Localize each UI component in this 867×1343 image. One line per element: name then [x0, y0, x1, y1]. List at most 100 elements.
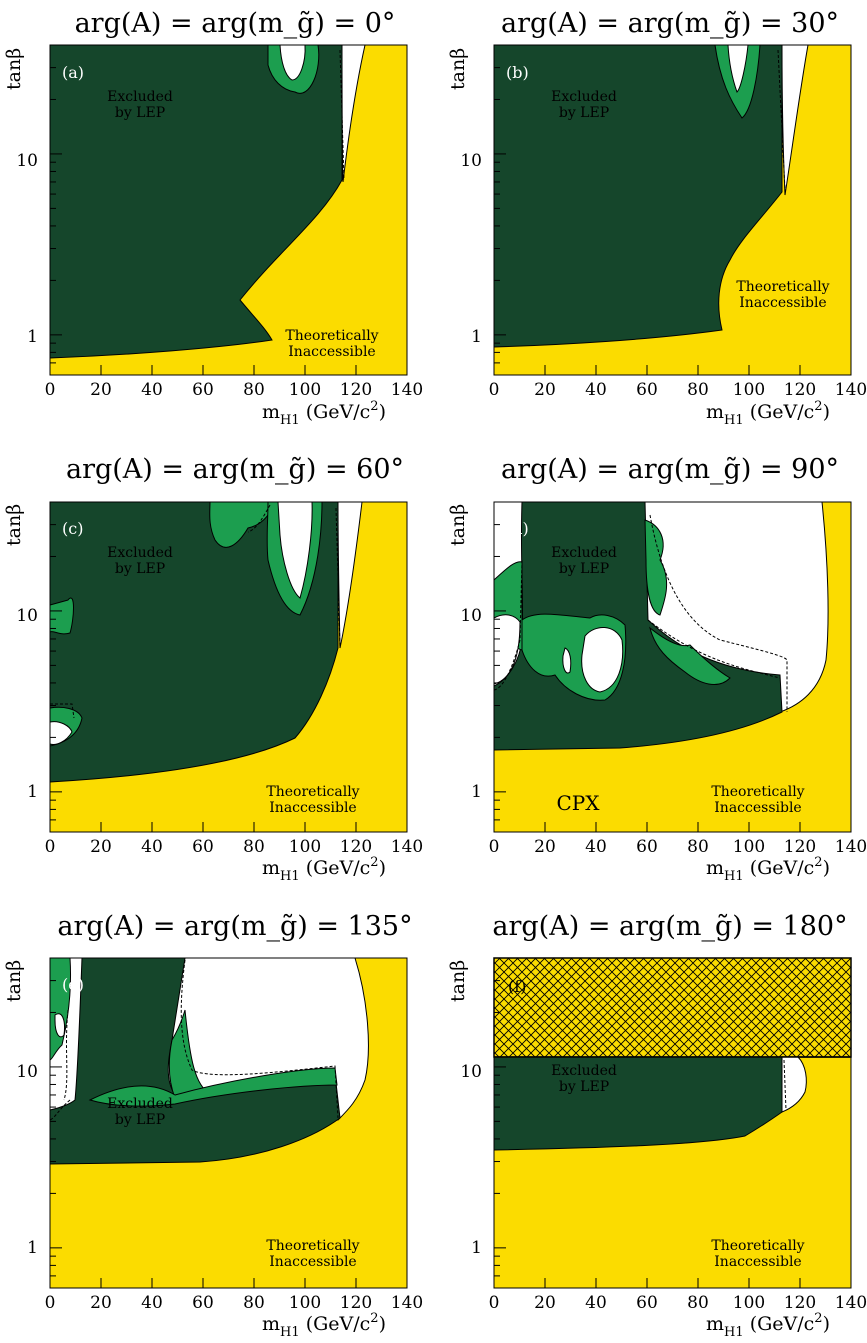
inaccessible-label-line1: Theoretically — [266, 784, 359, 800]
y-tick-label: 1 — [471, 327, 482, 347]
excluded-region — [493, 1056, 783, 1151]
y-tick-label: 10 — [460, 1062, 482, 1082]
x-tick-label: 120 — [340, 837, 372, 857]
excluded-label-line2: by LEP — [115, 105, 165, 121]
x-tick-label: 60 — [192, 380, 214, 400]
x-tick-label: 40 — [585, 1293, 607, 1313]
x-tick-label: 100 — [289, 837, 321, 857]
x-axis-label: mH1 (GeV/c2) — [706, 399, 830, 428]
x-tick-label: 0 — [489, 837, 500, 857]
x-tick-label: 0 — [489, 1293, 500, 1313]
y-tick-label: 10 — [460, 606, 482, 626]
excluded-label-line1: Excluded — [551, 89, 617, 105]
excluded-label-line1: Excluded — [551, 545, 617, 561]
panel-label: (b) — [506, 63, 529, 82]
panel-label: (c) — [62, 519, 83, 538]
x-tick-label: 140 — [835, 380, 867, 400]
x-axis-ticks: 0 20 40 60 80 100 120 140 — [489, 501, 867, 857]
x-tick-label: 140 — [835, 1293, 867, 1313]
inaccessible-label-line2: Inaccessible — [714, 1254, 801, 1270]
excluded-label-line2: by LEP — [115, 561, 165, 577]
x-tick-label: 60 — [636, 1293, 658, 1313]
excluded-label-line1: Excluded — [107, 1096, 173, 1112]
panel-b: arg(A) = arg(m_g̃) = 30° (b) Excluded by… — [447, 8, 867, 428]
inaccessible-label-line1: Theoretically — [736, 279, 829, 295]
x-tick-label: 80 — [243, 837, 265, 857]
x-axis-label: mH1 (GeV/c2) — [262, 855, 386, 884]
excluded-label-line1: Excluded — [107, 545, 173, 561]
excluded-label-line2: by LEP — [559, 105, 609, 121]
panel-c: arg(A) = arg(m_g̃) = 60° (c) Excluded by… — [3, 454, 423, 884]
y-axis-label: tanβ — [447, 504, 469, 546]
x-tick-label: 140 — [391, 837, 423, 857]
y-tick-label: 1 — [27, 782, 38, 802]
inaccessible-label-line1: Theoretically — [711, 1238, 804, 1254]
y-tick-label: 1 — [27, 1238, 38, 1258]
y-tick-label: 1 — [27, 327, 38, 347]
x-tick-label: 100 — [733, 380, 765, 400]
x-tick-label: 0 — [45, 380, 56, 400]
x-tick-label: 80 — [687, 380, 709, 400]
x-axis-ticks: 0 20 40 60 80 100 120 140 — [489, 44, 867, 400]
x-tick-label: 120 — [340, 380, 372, 400]
x-tick-label: 20 — [534, 1293, 556, 1313]
x-tick-label: 100 — [289, 380, 321, 400]
panel-title: arg(A) = arg(m_g̃) = 90° — [501, 454, 839, 485]
panel-label: (d) — [506, 519, 529, 538]
x-tick-label: 100 — [289, 1293, 321, 1313]
panel-title: arg(A) = arg(m_g̃) = 0° — [75, 8, 396, 39]
x-tick-label: 140 — [391, 380, 423, 400]
cpx-annotation: CPX — [557, 791, 601, 815]
x-tick-label: 60 — [636, 380, 658, 400]
excluded-label-line2: by LEP — [559, 1079, 609, 1095]
x-axis-ticks: 0 20 40 60 80 100 120 140 — [489, 957, 867, 1313]
y-axis-label: tanβ — [3, 48, 25, 90]
allowed-region — [781, 1056, 807, 1113]
x-tick-label: 120 — [784, 837, 816, 857]
y-tick-label: 1 — [471, 1238, 482, 1258]
allowed-region — [781, 44, 809, 196]
excluded-region — [49, 501, 339, 783]
excluded-label-line2: by LEP — [115, 1112, 165, 1128]
x-tick-label: 80 — [687, 1293, 709, 1313]
panel-label: (e) — [62, 975, 84, 994]
x-axis-ticks: 0 20 40 60 80 100 120 140 — [45, 501, 423, 857]
x-tick-label: 20 — [90, 837, 112, 857]
x-tick-label: 40 — [141, 837, 163, 857]
inaccessible-label-line2: Inaccessible — [269, 1254, 356, 1270]
panel-d: arg(A) = arg(m_g̃) = 90° (d) Excluded by… — [447, 454, 867, 884]
x-tick-label: 40 — [585, 380, 607, 400]
x-tick-label: 0 — [489, 380, 500, 400]
y-tick-label: 10 — [16, 1062, 38, 1082]
x-tick-label: 100 — [733, 837, 765, 857]
x-axis-ticks: 0 20 40 60 80 100 120 140 — [45, 44, 423, 400]
panel-a: arg(A) = arg(m_g̃) = 0° (a) Excluded by … — [3, 8, 423, 428]
excluded-region — [49, 44, 343, 359]
x-tick-label: 80 — [243, 380, 265, 400]
panel-title: arg(A) = arg(m_g̃) = 30° — [501, 8, 839, 39]
inaccessible-label-line2: Inaccessible — [269, 800, 356, 816]
x-tick-label: 60 — [192, 1293, 214, 1313]
x-tick-label: 20 — [90, 1293, 112, 1313]
y-tick-label: 10 — [16, 151, 38, 171]
inaccessible-label-line2: Inaccessible — [714, 800, 801, 816]
panel-title: arg(A) = arg(m_g̃) = 60° — [66, 454, 404, 485]
excluded-label-line2: by LEP — [559, 561, 609, 577]
inaccessible-label-line1: Theoretically — [266, 1238, 359, 1254]
x-tick-label: 20 — [534, 380, 556, 400]
y-tick-label: 10 — [460, 151, 482, 171]
y-axis-label: tanβ — [447, 48, 469, 90]
x-axis-label: mH1 (GeV/c2) — [262, 1311, 386, 1340]
y-tick-label: 1 — [471, 782, 482, 802]
x-axis-label: mH1 (GeV/c2) — [262, 399, 386, 428]
x-tick-label: 140 — [391, 1293, 423, 1313]
panel-title: arg(A) = arg(m_g̃) = 135° — [57, 911, 412, 942]
excluded-region — [493, 44, 783, 348]
inaccessible-label-line1: Theoretically — [711, 784, 804, 800]
x-tick-label: 80 — [687, 837, 709, 857]
x-tick-label: 20 — [534, 837, 556, 857]
x-tick-label: 80 — [243, 1293, 265, 1313]
x-tick-label: 40 — [141, 1293, 163, 1313]
x-axis-label: mH1 (GeV/c2) — [706, 1311, 830, 1340]
x-tick-label: 0 — [45, 1293, 56, 1313]
